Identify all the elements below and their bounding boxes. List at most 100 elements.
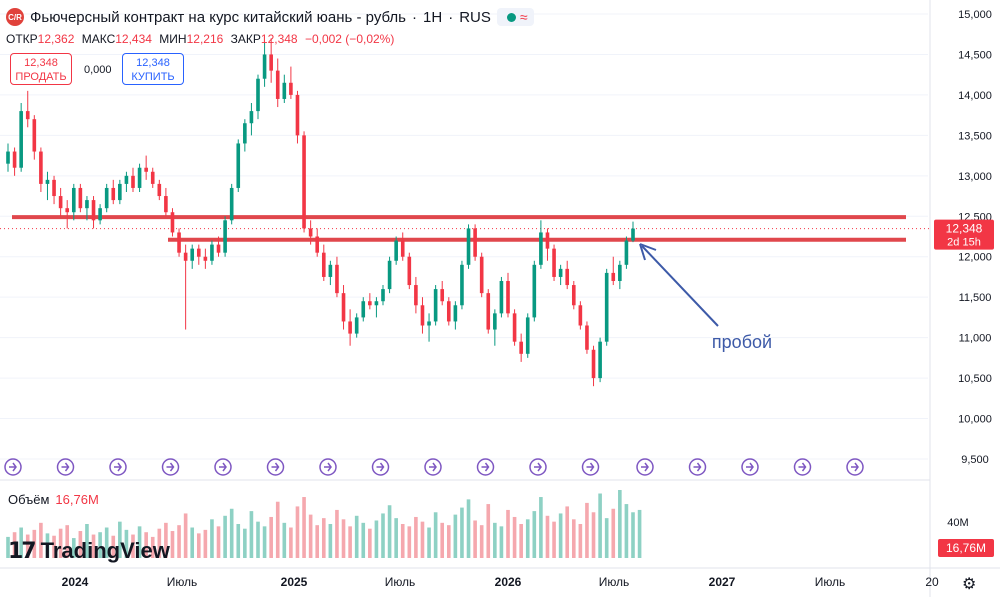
volume-bar bbox=[282, 522, 287, 558]
volume-bar bbox=[71, 538, 76, 558]
candle-body bbox=[124, 175, 129, 184]
candle-body bbox=[598, 341, 602, 379]
volume-bar bbox=[578, 524, 583, 558]
x-tick-label: Июль bbox=[385, 575, 416, 589]
volume-bar bbox=[328, 524, 333, 558]
volume-bar bbox=[19, 527, 23, 558]
volume-bar bbox=[45, 533, 50, 558]
buy-button[interactable]: 12,348 КУПИТЬ bbox=[122, 53, 184, 85]
support-resistance-levels bbox=[0, 215, 930, 242]
interval[interactable]: 1Н bbox=[423, 8, 443, 26]
y-tick-label: 11,000 bbox=[959, 333, 992, 345]
candle-body bbox=[374, 301, 379, 306]
volume-bar bbox=[525, 519, 530, 558]
candle-body bbox=[519, 341, 523, 354]
volume-bar bbox=[118, 521, 122, 558]
candle-body bbox=[223, 220, 227, 253]
candle-body bbox=[354, 317, 359, 334]
volume-bar bbox=[150, 536, 155, 558]
volume-bar bbox=[558, 513, 563, 558]
chart-header: C/R Фьючерсный контракт на курс китайски… bbox=[0, 0, 930, 90]
symbol-title[interactable]: Фьючерсный контракт на курс китайский юа… bbox=[30, 8, 406, 26]
volume-bar bbox=[493, 522, 497, 558]
candle-body bbox=[486, 293, 491, 330]
market-open-icon bbox=[506, 12, 516, 22]
volume-bar bbox=[381, 513, 385, 558]
candle-body bbox=[512, 313, 517, 342]
candle-body bbox=[427, 321, 431, 326]
volume-bar bbox=[52, 535, 56, 558]
candle-body bbox=[420, 305, 425, 326]
low-key: МИН bbox=[159, 32, 187, 46]
event-arrow-icon bbox=[271, 462, 280, 472]
volume-bar bbox=[137, 526, 142, 558]
candle-body bbox=[137, 167, 142, 188]
candle-body bbox=[78, 187, 83, 209]
candle-body bbox=[400, 240, 405, 257]
y-tick-label: 15,000 bbox=[958, 9, 992, 21]
volume-bar bbox=[407, 526, 412, 558]
candle-body bbox=[585, 325, 589, 350]
close-value: 12,348 bbox=[260, 32, 298, 46]
sell-button[interactable]: 12,348 ПРОДАТЬ bbox=[10, 53, 72, 85]
candle-body bbox=[341, 293, 346, 322]
y-tick-label: 9,500 bbox=[961, 454, 989, 466]
volume-bar bbox=[341, 519, 346, 558]
volume-bar bbox=[591, 512, 596, 558]
symbol-logo: C/R bbox=[6, 8, 24, 26]
sell-label: ПРОДАТЬ bbox=[15, 71, 67, 83]
volume-bar bbox=[223, 515, 227, 558]
volume-bar bbox=[486, 504, 491, 558]
candle-body bbox=[150, 171, 155, 184]
market-status-pill[interactable]: ≈ bbox=[496, 8, 534, 26]
candle-body bbox=[164, 196, 168, 213]
candle-body bbox=[361, 301, 366, 318]
y-tick-label: 14,500 bbox=[958, 49, 992, 61]
volume-bar bbox=[604, 518, 609, 558]
candle-body bbox=[624, 240, 629, 265]
candle-body bbox=[302, 135, 306, 229]
sell-price: 12,348 bbox=[24, 57, 58, 69]
volume-bar bbox=[532, 511, 537, 558]
candle-body bbox=[308, 228, 313, 237]
last-price-label: 12,348 bbox=[946, 222, 983, 236]
volume-bar bbox=[302, 497, 306, 558]
tradingview-logo[interactable]: 17 TradingView bbox=[8, 538, 170, 564]
volume-bar bbox=[164, 522, 168, 558]
volume-bar bbox=[637, 509, 642, 558]
y-tick-label: 10,500 bbox=[958, 373, 992, 385]
volume-bar bbox=[354, 515, 359, 558]
candle-body bbox=[236, 143, 241, 188]
event-arrow-icon bbox=[586, 462, 595, 472]
event-arrow-icon bbox=[429, 462, 437, 472]
volume-bar bbox=[243, 528, 247, 558]
volume-bar bbox=[85, 524, 89, 558]
gear-icon[interactable]: ⚙ bbox=[962, 576, 977, 593]
annotation-arrowhead bbox=[639, 243, 657, 261]
candle-body bbox=[118, 183, 122, 201]
volume-bars: 40M 16,76M bbox=[6, 490, 994, 558]
volume-bar bbox=[479, 525, 484, 558]
volume-bar bbox=[427, 527, 431, 558]
x-tick-label: 20 bbox=[925, 575, 939, 589]
event-arrow-icon bbox=[481, 462, 490, 472]
event-arrow-icon bbox=[61, 462, 70, 472]
volume-bar bbox=[453, 514, 458, 558]
candle-body bbox=[532, 264, 537, 318]
volume-bar bbox=[512, 516, 517, 558]
volume-bar bbox=[111, 535, 116, 558]
volume-bar bbox=[262, 526, 267, 558]
candle-body bbox=[479, 256, 484, 294]
volume-bar bbox=[506, 509, 510, 558]
candle-body bbox=[453, 305, 458, 322]
candle-body bbox=[460, 264, 464, 306]
candle-body bbox=[203, 256, 208, 261]
volume-bar bbox=[177, 525, 181, 558]
volume-bar bbox=[157, 528, 162, 558]
event-arrow-icon bbox=[114, 462, 122, 472]
volume-bar bbox=[210, 519, 214, 558]
candle-body bbox=[295, 94, 300, 136]
volume-bar bbox=[275, 501, 280, 558]
candle-body bbox=[12, 151, 17, 168]
